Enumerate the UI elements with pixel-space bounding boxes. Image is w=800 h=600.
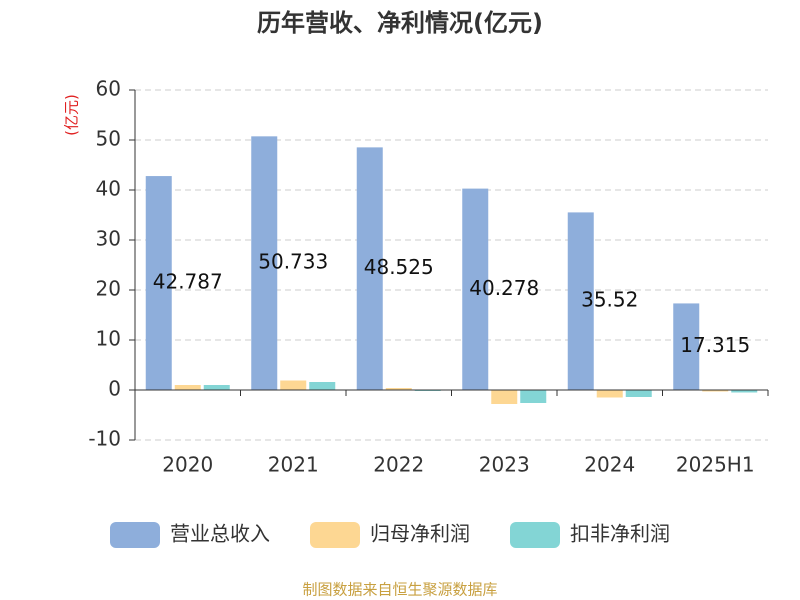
y-tick-label: 50 [96,127,121,151]
y-tick-label: 60 [96,77,121,101]
legend-swatch [510,522,560,548]
bar [385,388,412,390]
bar [731,390,758,393]
x-tick-label: 2023 [479,453,530,477]
x-tick-label: 2025H1 [676,453,755,477]
source-note: 制图数据来自恒生聚源数据库 [302,581,497,599]
bar [462,188,489,390]
legend-swatch [110,522,160,548]
chart-title: 历年营收、净利情况(亿元) [257,9,543,37]
y-tick-label: 20 [96,277,121,301]
bar [520,390,547,403]
data-label: 17.315 [680,333,750,357]
x-tick-label: 2021 [268,453,319,477]
y-tick-label: 30 [96,227,121,251]
data-label: 50.733 [258,250,328,274]
bar [567,212,594,390]
bar [491,390,518,404]
y-tick-label: 40 [96,177,121,201]
data-label: 48.525 [364,255,434,279]
x-tick-label: 2022 [373,453,424,477]
bar [174,385,201,390]
y-axis-label: (亿元) [63,94,81,136]
bar [625,390,652,397]
y-tick-label: 0 [108,377,121,401]
bar [145,176,172,390]
bar [251,136,278,390]
y-tick-label: -10 [88,427,121,451]
legend-label: 归母净利润 [370,522,470,546]
bar [203,385,230,390]
bar [596,390,623,398]
bar [673,303,700,390]
data-label: 42.787 [153,270,223,294]
legend-swatch [310,522,360,548]
legend-label: 营业总收入 [170,522,270,546]
bar [280,380,307,390]
data-label: 35.52 [581,288,638,312]
data-label: 40.278 [469,276,539,300]
x-tick-label: 2024 [584,453,635,477]
x-tick-label: 2020 [162,453,213,477]
bar [309,382,336,390]
legend-label: 扣非净利润 [570,522,670,546]
y-tick-label: 10 [96,327,121,351]
bar [356,147,383,390]
bar [702,390,729,392]
